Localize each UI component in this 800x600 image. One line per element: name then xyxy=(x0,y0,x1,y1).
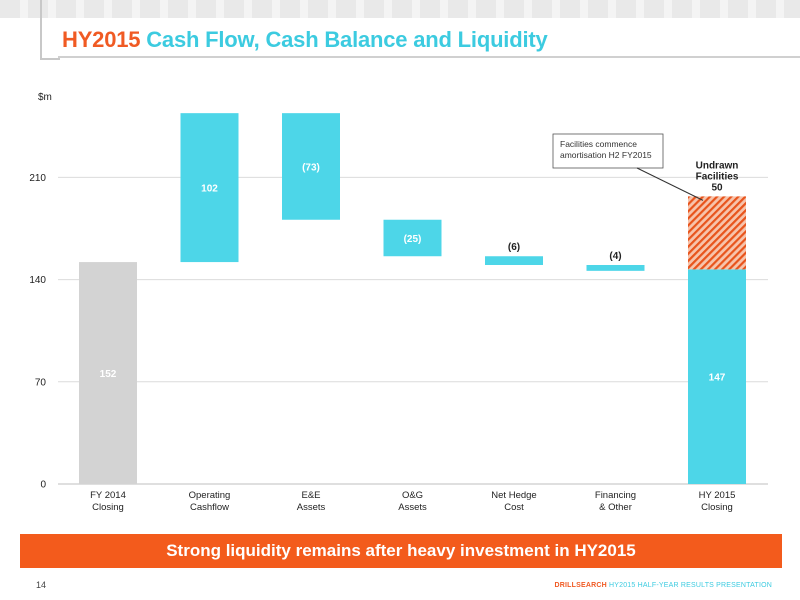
bar-stack-undrawn-facilities xyxy=(688,196,746,270)
header-rule xyxy=(58,56,800,58)
bar-6 xyxy=(688,269,746,484)
x-tick-label-3-1: Assets xyxy=(398,502,427,513)
x-tick-label-1-0: Operating xyxy=(189,490,231,501)
x-tick-label-6-0: HY 2015 xyxy=(699,490,736,501)
bar-5 xyxy=(586,265,645,271)
annotation-pointer xyxy=(636,167,704,201)
bar-value-label-0: 152 xyxy=(100,369,117,380)
bar-value-label-1: 102 xyxy=(201,184,218,195)
y-axis-label: $m xyxy=(38,92,52,103)
annotation-text-line-0: Facilities commence xyxy=(560,139,637,149)
bar-3 xyxy=(383,219,442,257)
bar-value-label-5: (4) xyxy=(609,251,621,262)
bar-value-label-3: (25) xyxy=(404,234,422,245)
annotation-box xyxy=(552,133,664,169)
x-tick-label-4-1: Cost xyxy=(504,502,524,513)
slide-title-main: Cash Flow, Cash Balance and Liquidity xyxy=(146,27,548,52)
header-pattern-band xyxy=(0,0,800,18)
key-message-text: Strong liquidity remains after heavy inv… xyxy=(166,541,636,560)
footer: DRILLSEARCH HY2015 HALF-YEAR RESULTS PRE… xyxy=(554,582,772,589)
x-tick-label-5-0: Financing xyxy=(595,490,636,501)
stack-label-line-0: Undrawn xyxy=(696,160,739,171)
x-tick-label-1-1: Cashflow xyxy=(190,502,229,513)
x-tick-label-5-1: & Other xyxy=(599,502,632,513)
y-tick-70: 70 xyxy=(35,377,47,388)
bar-0 xyxy=(79,262,137,484)
y-tick-140: 140 xyxy=(29,275,46,286)
bar-1 xyxy=(180,113,239,263)
bar-value-label-4: (6) xyxy=(508,242,520,253)
bar-4 xyxy=(485,256,543,265)
slide-title-accent: HY2015 xyxy=(62,27,141,52)
slide-header: HY2015 Cash Flow, Cash Balance and Liqui… xyxy=(0,0,800,66)
slide-title: HY2015 Cash Flow, Cash Balance and Liqui… xyxy=(62,27,548,53)
bar-2 xyxy=(282,113,340,220)
x-tick-label-6-1: Closing xyxy=(701,502,733,513)
x-tick-label-2-0: E&E xyxy=(301,490,320,501)
x-tick-label-2-1: Assets xyxy=(297,502,326,513)
key-message-banner: Strong liquidity remains after heavy inv… xyxy=(20,534,782,568)
annotation-text-line-1: amortisation H2 FY2015 xyxy=(560,150,652,160)
stack-label-line-1: Facilities xyxy=(696,171,739,182)
y-tick-210: 210 xyxy=(29,173,46,184)
bar-value-label-6: 147 xyxy=(709,373,726,384)
header-corner-bracket xyxy=(40,0,60,60)
x-tick-label-0-0: FY 2014 xyxy=(90,490,126,501)
footer-brand: DRILLSEARCH xyxy=(554,582,607,589)
y-tick-0: 0 xyxy=(40,480,46,491)
x-tick-label-0-1: Closing xyxy=(92,502,124,513)
x-tick-label-4-0: Net Hedge xyxy=(491,490,536,501)
footer-subtitle: HY2015 HALF-YEAR RESULTS PRESENTATION xyxy=(609,582,772,589)
stack-label-line-2: 50 xyxy=(711,182,723,193)
page-number: 14 xyxy=(36,580,47,590)
x-tick-label-3-0: O&G xyxy=(402,490,423,501)
bar-value-label-2: (73) xyxy=(302,162,320,173)
